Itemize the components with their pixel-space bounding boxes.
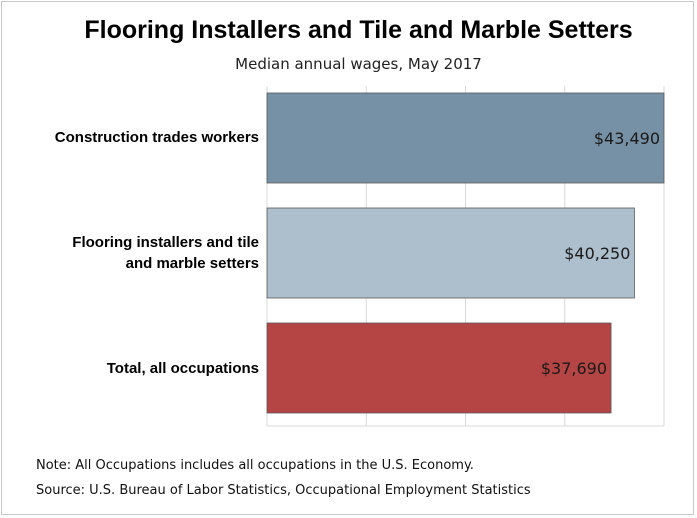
- bar-value-label: $43,490: [594, 129, 660, 148]
- bar-value-label: $40,250: [564, 244, 630, 263]
- chart-note: Note: All Occupations includes all occup…: [36, 458, 474, 473]
- chart-source: Source: U.S. Bureau of Labor Statistics,…: [36, 483, 531, 498]
- chart-title: Flooring Installers and Tile and Marble …: [84, 16, 633, 44]
- bar: [266, 207, 635, 299]
- category-label-line: Total, all occupations: [106, 360, 259, 377]
- category-label-total: Total, all occupations: [9, 358, 259, 379]
- chart-subtitle: Median annual wages, May 2017: [235, 55, 482, 73]
- category-label-line: and marble setters: [125, 255, 259, 272]
- category-label-line: Flooring installers and tile: [72, 234, 259, 251]
- category-label-flooring: Flooring installers and tile and marble …: [9, 232, 259, 274]
- bar: [266, 322, 612, 414]
- category-label-line: Construction trades workers: [54, 129, 259, 146]
- bar-value-label: $37,690: [541, 359, 607, 378]
- bar: [266, 92, 665, 184]
- bar-layer: $43,490 $40,250 $37,690: [266, 92, 665, 414]
- category-label-construction: Construction trades workers: [9, 127, 259, 148]
